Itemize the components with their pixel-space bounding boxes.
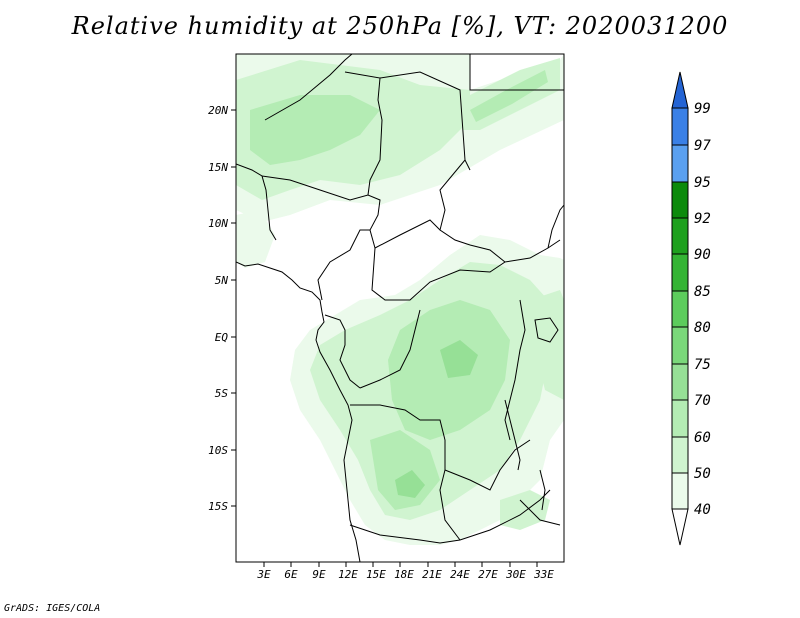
lon-label-27e: 27E <box>478 568 498 581</box>
lon-label-6e: 6E <box>284 568 298 581</box>
border-south <box>349 489 551 544</box>
border-congo-drc <box>359 309 421 389</box>
border-north-1 <box>236 163 277 241</box>
lat-label-15s: 15S <box>208 500 228 513</box>
lon-label-21e: 21E <box>422 568 442 581</box>
lat-label-5n: 5N <box>215 274 229 287</box>
border-sudan-ss <box>469 239 561 263</box>
humidity-area-core-spot-1 <box>440 340 478 378</box>
colorbar-label-60: 60 <box>694 430 711 446</box>
colorbar-segment-75 <box>671 326 689 365</box>
lake-malawi <box>539 469 546 511</box>
colorbar-label-75: 75 <box>694 357 711 373</box>
lat-label-5s: 5S <box>215 387 229 400</box>
lat-label-20n: 20N <box>208 104 228 117</box>
border-gabon-congo <box>324 314 361 389</box>
colorbar-segment-60 <box>671 399 689 438</box>
border-east-2 <box>519 499 561 526</box>
coastline-west <box>236 261 361 562</box>
colorbar-segment-97 <box>671 107 689 146</box>
border-chad-car <box>374 219 441 249</box>
map-title: Relative humidity at 250hPa [%], VT: 202… <box>71 12 729 40</box>
longitude-axis: 3E 6E 9E 12E 15E 18E 21E 24E 27E 30E 33E <box>256 562 554 581</box>
border-libya <box>379 71 471 171</box>
colorbar-segment-50 <box>671 436 689 474</box>
border-egypt-sudan <box>469 54 564 91</box>
humidity-area-north-band-inner <box>250 95 380 165</box>
lake-tanganyika <box>504 399 521 471</box>
humidity-field <box>236 54 564 545</box>
lat-label-eq: EQ <box>215 331 229 344</box>
lon-label-30e: 30E <box>505 568 526 581</box>
colorbar-segment-80 <box>671 290 689 328</box>
lon-label-12e: 12E <box>338 568 358 581</box>
colorbar-label-40: 40 <box>694 502 711 518</box>
lake-victoria <box>534 317 559 343</box>
colorbar-label-70: 70 <box>694 393 711 409</box>
humidity-area-east <box>530 290 564 400</box>
humidity-area-southeast <box>500 490 550 530</box>
colorbar-label-90: 90 <box>694 247 711 263</box>
colorbar-bottom-arrow <box>671 508 689 546</box>
lat-label-10s: 10S <box>208 444 228 457</box>
colorbar-segment-40 <box>671 472 689 510</box>
lon-label-15e: 15E <box>366 568 386 581</box>
lon-label-9e: 9E <box>312 568 326 581</box>
colorbar-label-99: 99 <box>694 101 711 117</box>
border-east-1 <box>547 204 564 249</box>
latitude-axis: 20N 15N 10N 5N EQ 5S 10S 15S <box>208 104 236 513</box>
border-car-south <box>371 247 506 301</box>
colorbar-label-97: 97 <box>694 138 711 154</box>
lon-label-18e: 18E <box>394 568 414 581</box>
humidity-area-core-spot-2 <box>395 470 425 498</box>
colorbar-segment-90 <box>671 217 689 255</box>
colorbar-segment-70 <box>671 363 689 401</box>
grads-credit: GrADS: IGES/COLA <box>4 603 101 614</box>
humidity-area-west-coast <box>236 210 275 268</box>
lat-label-10n: 10N <box>208 217 228 230</box>
border-sahara-1 <box>264 54 353 121</box>
colorbar-segment-95 <box>671 144 689 183</box>
colorbar-label-50: 50 <box>694 466 711 482</box>
border-drc-east <box>504 299 526 441</box>
lon-label-24e: 24E <box>450 568 470 581</box>
border-chad-sudan <box>439 159 471 246</box>
colorbar-label-92: 92 <box>694 211 711 227</box>
border-cameroon <box>317 229 370 301</box>
colorbar-segment-92 <box>671 181 689 219</box>
colorbar-label-95: 95 <box>694 175 711 191</box>
colorbar-label-85: 85 <box>694 284 711 300</box>
colorbar-top-arrow <box>671 71 689 109</box>
lon-label-3e: 3E <box>256 568 271 581</box>
colorbar-segment-85 <box>671 253 689 292</box>
colorbar: 99 97 95 92 90 85 80 75 70 60 50 40 <box>671 71 711 546</box>
humidity-area-south-inner <box>370 430 440 510</box>
country-boundaries <box>236 54 564 562</box>
humidity-area-northeast-streak-inner <box>470 70 548 122</box>
lon-label-33e: 33E <box>533 568 554 581</box>
colorbar-label-80: 80 <box>694 320 711 336</box>
lat-label-15n: 15N <box>208 161 228 174</box>
border-drc-angola <box>350 404 461 541</box>
